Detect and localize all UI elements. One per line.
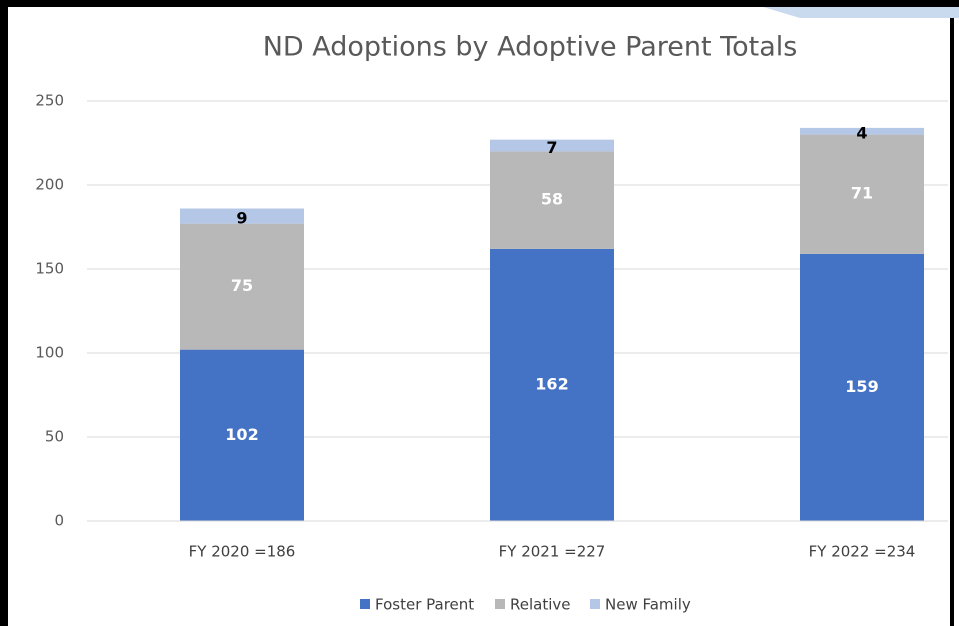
bar-segment [180,223,304,350]
bar-segment [180,208,304,224]
x-tick-label: FY 2020 =186 [189,543,296,561]
data-label: 75 [231,276,253,295]
bar-segment [800,253,924,521]
frame-left [0,0,8,626]
frame-right [950,18,954,626]
data-label: 71 [851,184,873,203]
y-tick-label: 150 [35,260,64,278]
x-tick-label: FY 2021 =227 [499,543,606,561]
data-label: 7 [546,138,557,157]
bar-segment [180,349,304,521]
y-tick-label: 0 [54,512,64,530]
x-tick-label: FY 2022 =234 [809,543,916,561]
legend-swatch [590,599,600,609]
y-tick-label: 50 [45,428,64,446]
chart-title: ND Adoptions by Adoptive Parent Totals [263,32,798,63]
legend-label: Foster Parent [375,596,474,614]
legend-swatch [495,599,505,609]
legend-label: Relative [510,596,571,614]
data-label: 9 [236,209,247,228]
legend-swatch [360,599,370,609]
frame-top [0,0,959,7]
y-tick-label: 100 [35,344,64,362]
data-label: 102 [225,425,258,444]
y-tick-label: 250 [35,92,64,110]
bar-segment [490,151,614,249]
data-label: 162 [535,374,568,393]
bar-segment [800,127,924,135]
bar-segment [490,139,614,152]
data-label: 4 [856,124,867,143]
y-tick-label: 200 [35,176,64,194]
legend-label: New Family [605,596,691,614]
bar-segment [490,248,614,521]
bar-segment [800,134,924,254]
data-label: 159 [845,377,878,396]
data-label: 58 [541,190,563,209]
